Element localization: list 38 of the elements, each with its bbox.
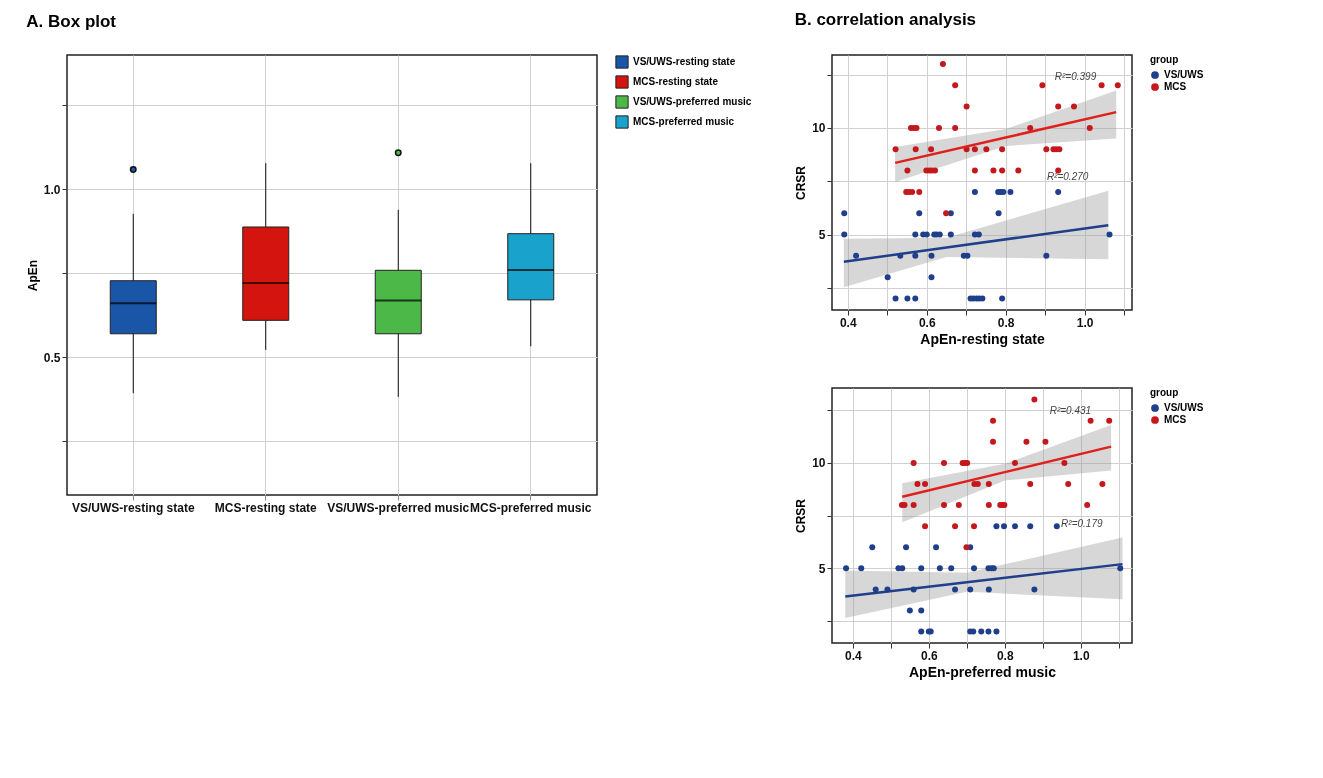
x-tick-label: MCS-preferred music bbox=[470, 500, 592, 515]
legend-label: MCS bbox=[1164, 81, 1187, 92]
annotation: R²=0.179 bbox=[1061, 517, 1103, 529]
y-axis-title: CRSR bbox=[794, 498, 809, 534]
x-tick-label: 1.0 bbox=[1076, 315, 1094, 330]
legend-label: MCS-resting state bbox=[633, 76, 719, 87]
x-tick-label: 1.0 bbox=[1072, 648, 1090, 663]
legend-label: MCS bbox=[1164, 414, 1187, 425]
x-tick-label: VS/UWS-resting state bbox=[71, 500, 195, 515]
x-tick-label: 0.8 bbox=[997, 315, 1015, 330]
annotation: R²=0.270 bbox=[1046, 170, 1089, 182]
chart-title: B. correlation analysis bbox=[794, 10, 977, 29]
x-tick-label: 0.6 bbox=[920, 648, 938, 663]
chart-title: A. Box plot bbox=[26, 12, 117, 31]
y-tick-label: 10 bbox=[812, 121, 826, 136]
x-tick-label: 0.8 bbox=[996, 648, 1014, 663]
annotation: R²=0.399 bbox=[1054, 70, 1097, 82]
legend-label: MCS-preferred music bbox=[633, 116, 735, 127]
y-tick-label: 10 bbox=[812, 456, 826, 471]
x-tick-label: VS/UWS-preferred music bbox=[327, 500, 470, 515]
x-tick-label: MCS-resting state bbox=[214, 500, 318, 515]
legend-title: group bbox=[1150, 387, 1179, 398]
annotation: R²=0.431 bbox=[1049, 404, 1092, 416]
y-axis-title: CRSR bbox=[794, 165, 809, 201]
legend-label: VS/UWS-preferred music bbox=[633, 96, 752, 107]
legend-label: VS/UWS bbox=[1164, 402, 1204, 413]
x-tick-label: 0.4 bbox=[845, 648, 863, 663]
x-axis-title: ApEn-resting state bbox=[920, 330, 1045, 347]
x-tick-label: 0.4 bbox=[839, 315, 857, 330]
x-axis-title: ApEn-preferred music bbox=[908, 663, 1057, 680]
y-tick-label: 5 bbox=[818, 228, 826, 243]
legend-label: VS/UWS-resting state bbox=[633, 56, 736, 67]
x-tick-label: 0.6 bbox=[918, 315, 936, 330]
y-axis-title: ApEn bbox=[25, 259, 40, 292]
y-tick-label: 5 bbox=[818, 561, 826, 576]
y-tick-label: 0.5 bbox=[43, 350, 61, 365]
legend-label: VS/UWS bbox=[1164, 69, 1204, 80]
legend-title: group bbox=[1150, 54, 1179, 65]
